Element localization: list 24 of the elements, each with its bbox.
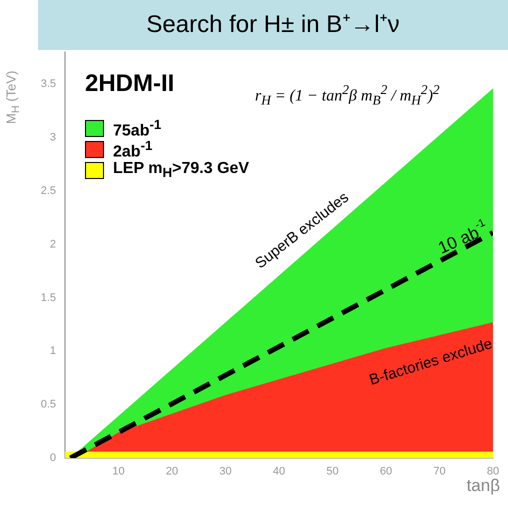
text: 10 ab-1 [435,216,488,258]
legend-label: LEP m$_{H}$>79.3 GeV [113,160,250,181]
y-tick-label: 0.5 [40,398,56,411]
x-tick-label: 50 [326,466,339,478]
x-tick-label: 40 [272,466,286,478]
y-tick-label: 1 [50,345,56,358]
x-tick-label: 30 [219,466,232,478]
x-axis-title: tanβ [466,476,500,496]
y-tick-label: 2.5 [40,184,56,197]
x-tick-label: 60 [380,466,392,478]
y-tick-label: 2 [50,238,56,250]
x-tick-label: 20 [166,466,178,478]
legend-label: 75ab$^{-1}$ [113,116,162,140]
text: r$_{H}$ = (1 − tan$^{2}$β m$_{B}$$^{2}$ / m$_{H}$$^{2}$)$^{2}$ [255,82,440,108]
x-tick-label: 70 [433,466,446,478]
y-tick-label: 1.5 [40,292,56,304]
y-tick-label: 0 [50,452,56,464]
legend-label: 2ab$^{-1}$ [113,138,152,162]
x-tick-label: 80 [486,466,500,478]
y-tick-label: 3.5 [40,78,56,90]
annotation: 2HDM-II [85,70,174,98]
chart-title: Search for H± in B⁺→l⁺ν [38,0,508,50]
x-tick-label: 10 [112,466,125,478]
y-tick-label: 3 [50,132,56,144]
